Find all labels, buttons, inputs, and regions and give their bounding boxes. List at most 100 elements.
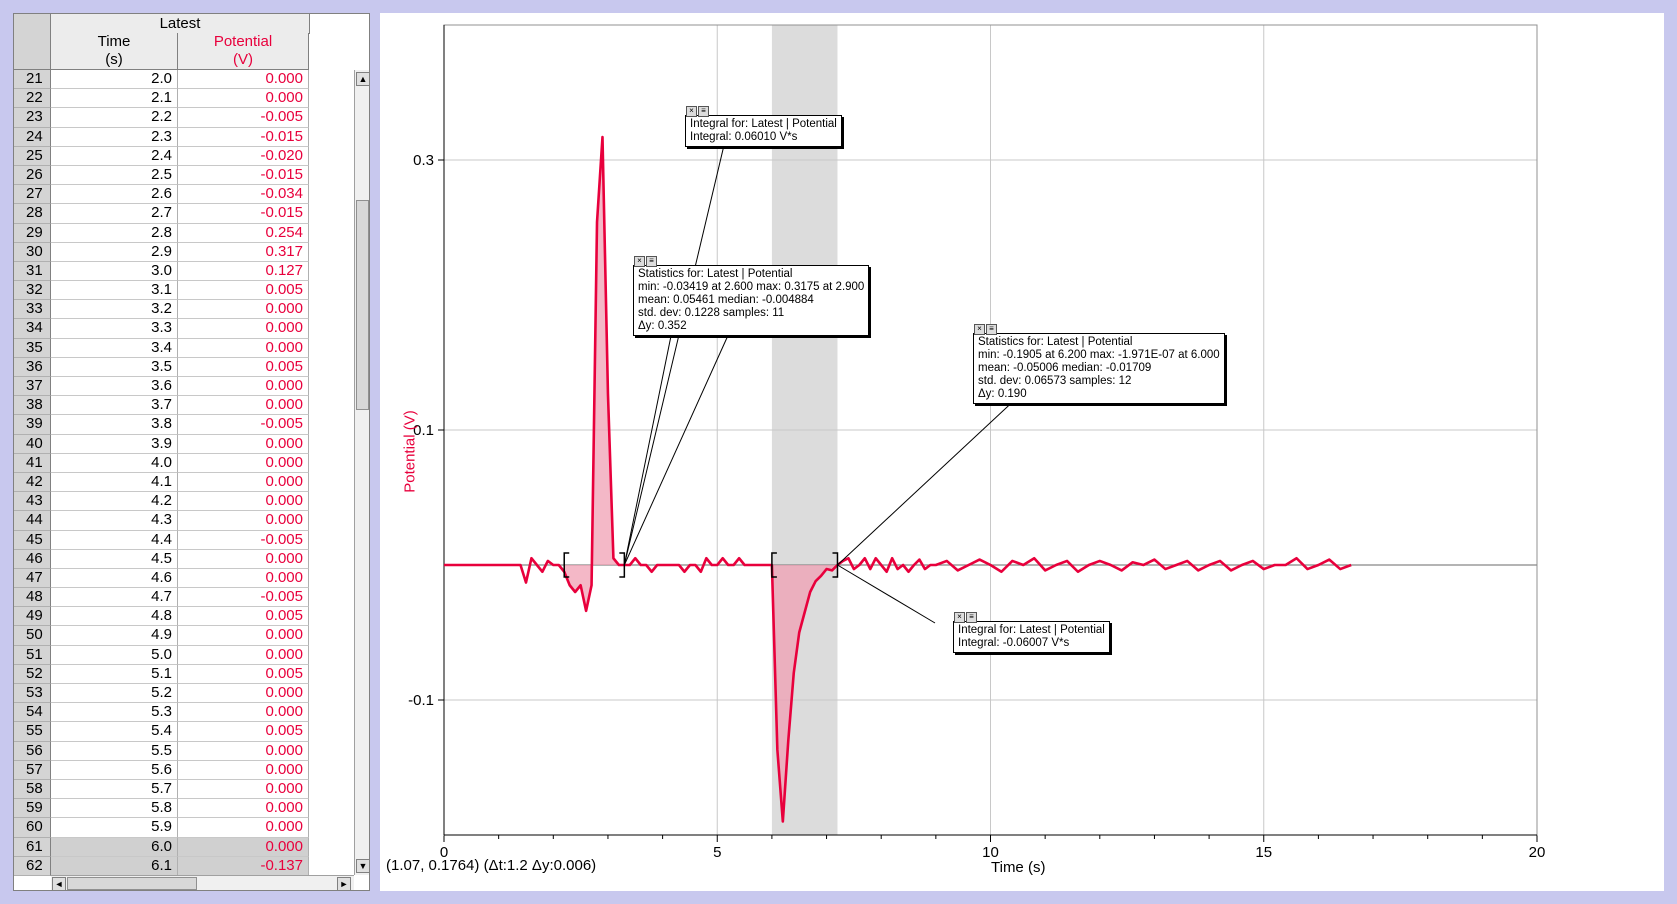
table-row[interactable]: 30 2.9 0.317 bbox=[14, 242, 354, 262]
row-number[interactable]: 42 bbox=[14, 472, 51, 493]
potential-cell[interactable]: 0.005 bbox=[178, 607, 309, 627]
statistics-annotation-2[interactable]: × ≡ Statistics for: Latest | Potential mi… bbox=[973, 324, 1225, 404]
table-row[interactable]: 48 4.7 -0.005 bbox=[14, 588, 354, 608]
time-cell[interactable]: 5.4 bbox=[51, 722, 178, 742]
row-number[interactable]: 23 bbox=[14, 108, 51, 128]
time-cell[interactable]: 2.8 bbox=[51, 223, 178, 243]
table-row[interactable]: 29 2.8 0.254 bbox=[14, 223, 354, 243]
time-cell[interactable]: 2.3 bbox=[51, 127, 178, 147]
potential-cell[interactable]: 0.005 bbox=[178, 664, 309, 684]
table-row[interactable]: 52 5.1 0.005 bbox=[14, 664, 354, 684]
time-cell[interactable]: 4.6 bbox=[51, 568, 178, 589]
potential-cell[interactable]: 0.000 bbox=[178, 434, 309, 454]
potential-cell[interactable]: 0.000 bbox=[178, 492, 309, 512]
vertical-scroll-thumb[interactable] bbox=[356, 200, 369, 410]
table-row[interactable]: 55 5.4 0.005 bbox=[14, 722, 354, 742]
table-row[interactable]: 21 2.0 0.000 bbox=[14, 70, 354, 90]
table-row[interactable]: 61 6.0 0.000 bbox=[14, 837, 354, 857]
potential-cell[interactable]: 0.000 bbox=[178, 684, 309, 704]
scroll-right-button[interactable]: ► bbox=[337, 877, 351, 890]
potential-cell[interactable]: 0.000 bbox=[178, 511, 309, 531]
time-cell[interactable]: 3.6 bbox=[51, 377, 178, 397]
row-number[interactable]: 43 bbox=[14, 492, 51, 512]
graph-panel[interactable]: 0 5 10 15 20 0.3 0.1 -0.1 × ≡ Integral for: Late… bbox=[380, 13, 1664, 891]
table-row[interactable]: 47 4.6 0.000 bbox=[14, 568, 354, 589]
row-number[interactable]: 34 bbox=[14, 319, 51, 339]
row-number[interactable]: 28 bbox=[14, 204, 51, 224]
potential-cell[interactable]: 0.000 bbox=[178, 799, 309, 819]
row-number[interactable]: 55 bbox=[14, 722, 51, 742]
table-row[interactable]: 27 2.6 -0.034 bbox=[14, 185, 354, 205]
row-number[interactable]: 31 bbox=[14, 261, 51, 282]
row-number[interactable]: 60 bbox=[14, 818, 51, 838]
time-cell[interactable]: 3.4 bbox=[51, 338, 178, 358]
table-row[interactable]: 59 5.8 0.000 bbox=[14, 799, 354, 819]
potential-cell[interactable]: -0.015 bbox=[178, 127, 309, 147]
row-number[interactable]: 33 bbox=[14, 300, 51, 320]
table-row[interactable]: 28 2.7 -0.015 bbox=[14, 204, 354, 224]
row-number[interactable]: 40 bbox=[14, 434, 51, 454]
table-row[interactable]: 50 4.9 0.000 bbox=[14, 626, 354, 646]
row-number[interactable]: 47 bbox=[14, 568, 51, 589]
row-number[interactable]: 46 bbox=[14, 549, 51, 569]
time-cell[interactable]: 5.5 bbox=[51, 741, 178, 761]
time-cell[interactable]: 4.9 bbox=[51, 626, 178, 646]
scroll-up-button[interactable]: ▲ bbox=[356, 72, 369, 86]
potential-cell[interactable]: 0.005 bbox=[178, 357, 309, 377]
row-number[interactable]: 59 bbox=[14, 799, 51, 819]
potential-cell[interactable]: -0.137 bbox=[178, 856, 309, 876]
table-row[interactable]: 37 3.6 0.000 bbox=[14, 377, 354, 397]
potential-cell[interactable]: 0.000 bbox=[178, 338, 309, 358]
options-icon[interactable]: ≡ bbox=[698, 106, 709, 117]
time-cell[interactable]: 4.5 bbox=[51, 549, 178, 569]
table-row[interactable]: 40 3.9 0.000 bbox=[14, 434, 354, 454]
potential-cell[interactable]: 0.000 bbox=[178, 453, 309, 473]
row-number[interactable]: 29 bbox=[14, 223, 51, 243]
row-number[interactable]: 48 bbox=[14, 588, 51, 608]
row-number[interactable]: 44 bbox=[14, 511, 51, 531]
potential-time-graph[interactable]: 0 5 10 15 20 0.3 0.1 -0.1 bbox=[380, 13, 1664, 891]
column-header-time[interactable]: Time (s) bbox=[51, 33, 178, 70]
row-number[interactable]: 41 bbox=[14, 453, 51, 473]
row-number[interactable]: 61 bbox=[14, 837, 51, 857]
row-number[interactable]: 51 bbox=[14, 645, 51, 665]
x-axis-label[interactable]: Time (s) bbox=[991, 859, 1046, 876]
potential-cell[interactable]: 0.000 bbox=[178, 377, 309, 397]
row-number[interactable]: 38 bbox=[14, 396, 51, 416]
potential-cell[interactable]: 0.000 bbox=[178, 319, 309, 339]
time-cell[interactable]: 3.5 bbox=[51, 357, 178, 377]
row-number[interactable]: 58 bbox=[14, 779, 51, 800]
time-cell[interactable]: 3.1 bbox=[51, 281, 178, 301]
time-cell[interactable]: 3.7 bbox=[51, 396, 178, 416]
potential-cell[interactable]: 0.254 bbox=[178, 223, 309, 243]
integral-annotation-2[interactable]: × ≡ Integral for: Latest | Potential Inte… bbox=[953, 612, 1110, 653]
potential-cell[interactable]: 0.000 bbox=[178, 89, 309, 109]
time-cell[interactable]: 6.1 bbox=[51, 856, 178, 876]
horizontal-scroll-thumb[interactable] bbox=[67, 877, 197, 890]
time-cell[interactable]: 4.2 bbox=[51, 492, 178, 512]
table-row[interactable]: 51 5.0 0.000 bbox=[14, 645, 354, 665]
row-number[interactable]: 39 bbox=[14, 415, 51, 435]
time-cell[interactable]: 5.6 bbox=[51, 760, 178, 780]
potential-cell[interactable]: 0.000 bbox=[178, 837, 309, 857]
table-row[interactable]: 25 2.4 -0.020 bbox=[14, 146, 354, 166]
close-icon[interactable]: × bbox=[954, 612, 965, 623]
table-row[interactable]: 62 6.1 -0.137 bbox=[14, 856, 354, 876]
time-cell[interactable]: 5.1 bbox=[51, 664, 178, 684]
table-row[interactable]: 22 2.1 0.000 bbox=[14, 89, 354, 109]
time-cell[interactable]: 5.7 bbox=[51, 779, 178, 800]
row-number[interactable]: 50 bbox=[14, 626, 51, 646]
table-row[interactable]: 38 3.7 0.000 bbox=[14, 396, 354, 416]
table-row[interactable]: 42 4.1 0.000 bbox=[14, 472, 354, 493]
time-cell[interactable]: 2.4 bbox=[51, 146, 178, 166]
potential-cell[interactable]: 0.000 bbox=[178, 472, 309, 493]
time-cell[interactable]: 5.9 bbox=[51, 818, 178, 838]
time-cell[interactable]: 5.8 bbox=[51, 799, 178, 819]
table-row[interactable]: 33 3.2 0.000 bbox=[14, 300, 354, 320]
vertical-scrollbar[interactable]: ▲ ▼ bbox=[354, 70, 369, 875]
time-cell[interactable]: 5.3 bbox=[51, 703, 178, 723]
time-cell[interactable]: 2.1 bbox=[51, 89, 178, 109]
table-row[interactable]: 31 3.0 0.127 bbox=[14, 261, 354, 282]
table-row[interactable]: 58 5.7 0.000 bbox=[14, 779, 354, 800]
potential-cell[interactable]: -0.020 bbox=[178, 146, 309, 166]
